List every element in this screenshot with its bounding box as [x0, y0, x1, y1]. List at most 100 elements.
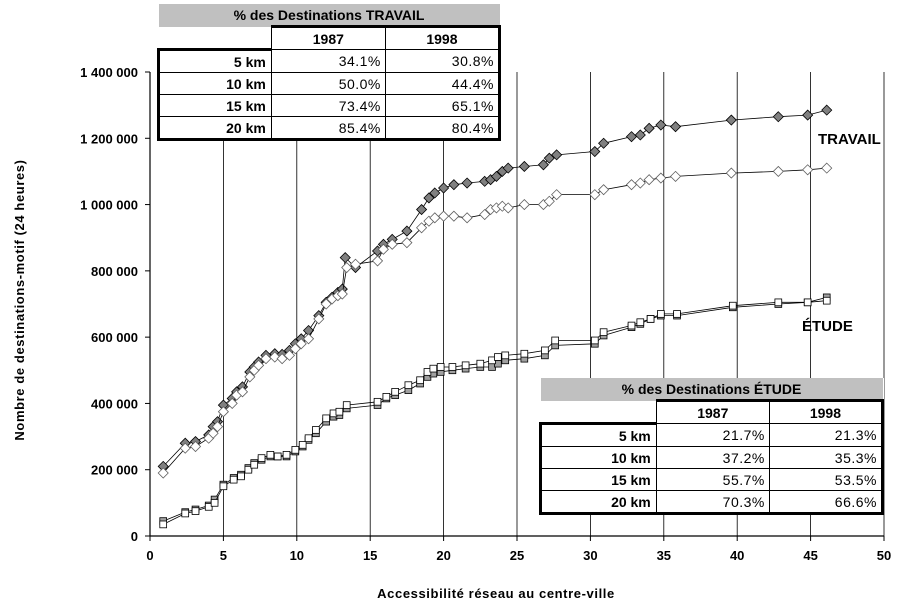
data-point	[253, 359, 265, 371]
x-tick-label: 35	[657, 548, 671, 563]
data-point	[543, 195, 555, 207]
y-tick-label: 800 000	[91, 264, 138, 279]
table-etude-title: % des Destinations ÉTUDE	[540, 378, 883, 401]
data-point	[312, 426, 320, 434]
cell-value-1987: 70.3%	[655, 490, 770, 515]
data-point	[518, 160, 530, 173]
cell-value-1998: 30.8%	[384, 49, 502, 73]
data-point	[181, 509, 190, 518]
data-point	[520, 349, 529, 358]
data-point	[725, 114, 737, 126]
data-point	[291, 446, 300, 454]
data-point	[429, 187, 441, 199]
axes	[145, 71, 885, 541]
cell-value-1987: 73.4%	[270, 94, 386, 117]
series-group	[157, 104, 833, 529]
data-point	[625, 131, 638, 143]
data-point	[657, 310, 665, 318]
data-point	[382, 392, 391, 401]
row-label: 20 km	[539, 490, 657, 515]
data-point	[772, 111, 784, 123]
table-travail: % des Destinations TRAVAIL 1987 1998 5 k…	[157, 4, 502, 141]
data-point	[494, 353, 502, 361]
data-point	[282, 450, 291, 459]
data-point	[461, 212, 473, 224]
cell-value-1998: 53.5%	[768, 468, 885, 491]
cell-value-1998: 66.6%	[768, 490, 885, 515]
series-travail-filled-diamond	[157, 104, 833, 472]
data-point	[416, 222, 428, 234]
table-row: 15 km 55.7% 53.5%	[539, 468, 885, 491]
data-point	[236, 386, 249, 398]
data-point	[416, 203, 428, 216]
data-point	[377, 243, 389, 255]
x-tick-label: 10	[290, 548, 304, 563]
y-tick-label: 1 000 000	[80, 198, 138, 213]
data-point	[219, 482, 228, 491]
data-point	[289, 343, 301, 355]
data-point	[518, 199, 530, 211]
data-point	[302, 333, 315, 345]
data-point	[276, 353, 288, 365]
data-point	[244, 465, 253, 474]
data-point	[803, 298, 812, 307]
table-row: 10 km 50.0% 44.4%	[157, 72, 502, 95]
data-point	[655, 119, 667, 131]
cell-value-1998: 80.4%	[384, 116, 502, 141]
data-point	[502, 202, 514, 214]
data-point	[673, 310, 681, 318]
data-point	[322, 414, 330, 423]
table-etude-corner	[541, 401, 657, 424]
table-row: 5 km 21.7% 21.3%	[539, 422, 885, 447]
table-row: 20 km 85.4% 80.4%	[157, 116, 502, 141]
data-point	[391, 388, 399, 396]
data-point	[448, 179, 460, 191]
x-tick-label: 15	[363, 548, 377, 563]
x-tick-label: 0	[146, 548, 153, 563]
series-label-travail: TRAVAIL	[818, 131, 881, 148]
data-point	[371, 255, 384, 267]
y-axis-title: Nombre de destinations-motif (24 heures)	[12, 159, 27, 440]
table-row: 10 km 37.2% 35.3%	[539, 446, 885, 469]
data-point	[821, 162, 833, 174]
data-point	[159, 520, 168, 529]
table-travail-corner	[159, 27, 272, 50]
data-point	[373, 397, 382, 406]
data-point	[501, 351, 510, 360]
series-étude-open-square	[159, 296, 831, 529]
data-point	[335, 407, 344, 416]
y-tick-label: 0	[131, 529, 138, 544]
data-point	[157, 467, 169, 479]
data-point	[273, 452, 282, 461]
data-point	[436, 363, 445, 371]
tick-labels: 0 5 10 15 20 25 30 35 40 45 50 0 200 000 400 000 600 0…	[80, 65, 891, 563]
data-point	[599, 328, 608, 336]
data-point	[210, 499, 219, 507]
y-tick-label: 600 000	[91, 330, 138, 345]
data-point	[643, 122, 655, 134]
data-point	[627, 321, 636, 330]
data-point	[643, 174, 655, 186]
series-label-etude: ÉTUDE	[802, 318, 853, 335]
data-point	[237, 472, 245, 481]
data-point	[401, 225, 413, 237]
data-point	[541, 346, 549, 355]
data-point	[598, 184, 610, 196]
cell-value-1987: 34.1%	[270, 49, 386, 73]
data-point	[386, 238, 398, 250]
table-travail-year-1987: 1987	[270, 25, 386, 50]
x-tick-label: 5	[220, 548, 227, 563]
data-point	[634, 129, 646, 141]
data-point	[479, 208, 491, 221]
data-point	[204, 503, 213, 511]
x-tick-label: 45	[803, 548, 817, 563]
y-tick-label: 1 400 000	[80, 65, 138, 80]
data-point	[341, 261, 353, 274]
data-point	[342, 401, 351, 409]
y-tick-label: 1 200 000	[80, 131, 138, 146]
table-etude-year-1987: 1987	[655, 399, 770, 424]
data-point	[502, 162, 514, 174]
x-tick-label: 25	[510, 548, 524, 563]
data-point	[320, 298, 332, 310]
cell-value-1998: 65.1%	[384, 94, 502, 117]
